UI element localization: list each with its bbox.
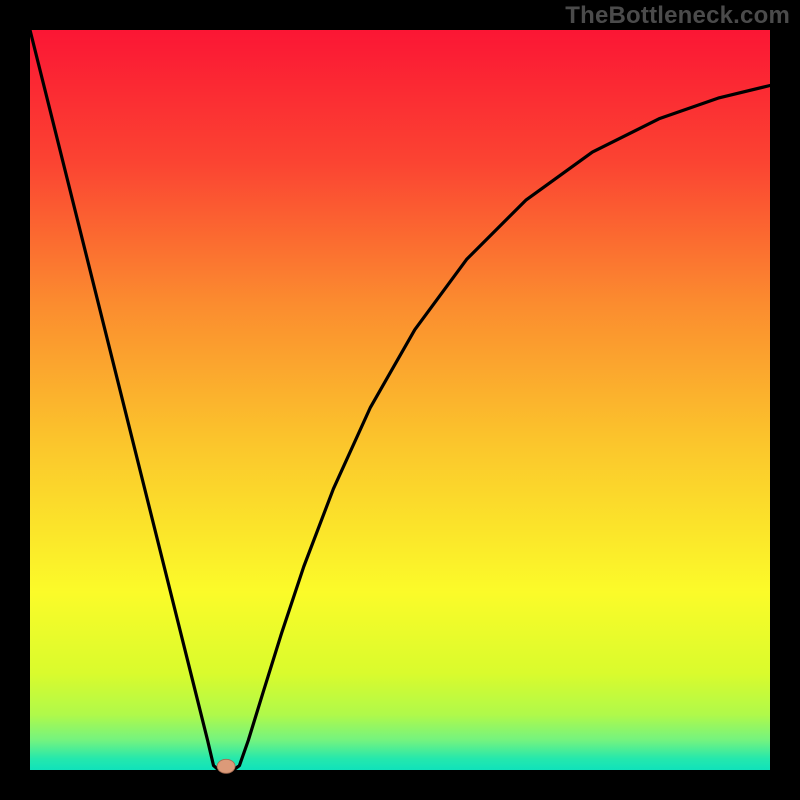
plot-area (30, 30, 770, 770)
chart-frame: TheBottleneck.com (0, 0, 800, 800)
watermark-text: TheBottleneck.com (565, 2, 790, 30)
optimum-marker (217, 759, 235, 773)
plot-background (30, 30, 770, 770)
plot-svg (30, 30, 770, 770)
